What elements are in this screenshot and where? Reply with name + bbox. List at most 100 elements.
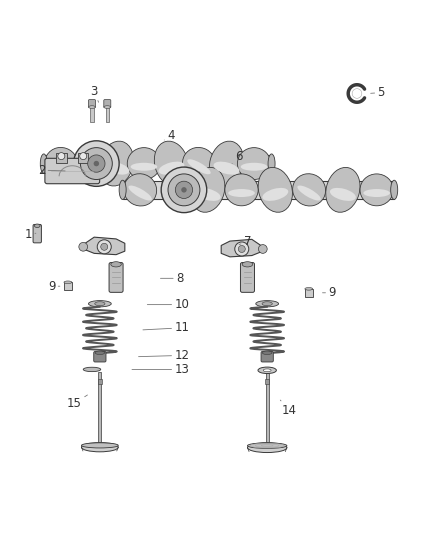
Ellipse shape — [83, 367, 101, 372]
Ellipse shape — [305, 287, 313, 290]
Text: 7: 7 — [239, 235, 251, 248]
FancyBboxPatch shape — [88, 100, 95, 108]
Ellipse shape — [258, 167, 293, 212]
Ellipse shape — [247, 443, 287, 448]
Ellipse shape — [360, 174, 393, 206]
Circle shape — [81, 148, 112, 180]
Ellipse shape — [159, 161, 184, 175]
Text: 11: 11 — [143, 321, 189, 334]
Ellipse shape — [81, 442, 118, 452]
Bar — [64, 282, 72, 290]
FancyBboxPatch shape — [261, 351, 273, 362]
Circle shape — [235, 242, 249, 256]
Text: 15: 15 — [67, 395, 88, 410]
Circle shape — [161, 167, 207, 213]
Ellipse shape — [124, 174, 157, 206]
Ellipse shape — [258, 367, 276, 374]
Ellipse shape — [103, 161, 129, 175]
Circle shape — [238, 246, 245, 253]
Ellipse shape — [128, 185, 152, 200]
Ellipse shape — [225, 174, 258, 206]
Ellipse shape — [119, 180, 126, 199]
Circle shape — [80, 152, 87, 159]
Bar — [44, 155, 272, 172]
Ellipse shape — [326, 167, 360, 212]
Text: 4: 4 — [164, 128, 175, 142]
Text: 12: 12 — [138, 349, 189, 362]
Ellipse shape — [262, 351, 272, 354]
Text: 8: 8 — [160, 272, 183, 285]
Bar — [98, 378, 102, 384]
Ellipse shape — [195, 188, 221, 201]
FancyBboxPatch shape — [240, 263, 254, 292]
Text: 2: 2 — [38, 164, 65, 176]
Ellipse shape — [127, 148, 161, 180]
FancyBboxPatch shape — [94, 351, 106, 362]
Text: 3: 3 — [91, 85, 99, 102]
Ellipse shape — [209, 141, 244, 186]
Ellipse shape — [247, 443, 287, 453]
Bar — [123, 181, 394, 199]
Circle shape — [258, 245, 267, 253]
Bar — [98, 373, 102, 449]
Ellipse shape — [214, 161, 240, 175]
Bar — [56, 153, 67, 163]
FancyBboxPatch shape — [109, 263, 123, 292]
Ellipse shape — [49, 159, 73, 174]
Circle shape — [168, 174, 200, 206]
Bar — [90, 107, 94, 122]
Ellipse shape — [95, 302, 105, 306]
Text: 10: 10 — [147, 298, 189, 311]
Ellipse shape — [262, 302, 272, 306]
Ellipse shape — [228, 189, 255, 197]
Ellipse shape — [256, 301, 279, 307]
Ellipse shape — [34, 224, 40, 228]
Circle shape — [181, 187, 187, 192]
Polygon shape — [83, 237, 125, 255]
Circle shape — [94, 161, 99, 166]
Circle shape — [79, 243, 88, 251]
Text: 9: 9 — [322, 286, 336, 300]
Bar — [305, 289, 313, 297]
Bar — [265, 378, 269, 384]
Text: 1: 1 — [25, 228, 36, 241]
Polygon shape — [221, 239, 263, 257]
Text: 9: 9 — [48, 280, 60, 293]
Ellipse shape — [330, 188, 356, 201]
Ellipse shape — [40, 154, 47, 173]
Text: 14: 14 — [280, 400, 297, 417]
Ellipse shape — [95, 351, 105, 354]
Ellipse shape — [183, 148, 215, 180]
Circle shape — [58, 152, 65, 159]
FancyBboxPatch shape — [45, 158, 100, 184]
Bar — [78, 153, 88, 163]
Ellipse shape — [241, 163, 267, 171]
Ellipse shape — [104, 106, 111, 108]
Ellipse shape — [64, 281, 72, 284]
Ellipse shape — [364, 189, 390, 197]
Bar — [106, 107, 109, 122]
Ellipse shape — [237, 148, 271, 180]
Ellipse shape — [297, 185, 321, 200]
Ellipse shape — [268, 154, 275, 173]
Circle shape — [88, 155, 105, 172]
Text: 6: 6 — [232, 150, 243, 164]
Ellipse shape — [242, 262, 253, 267]
Bar — [265, 373, 268, 449]
Ellipse shape — [131, 163, 157, 171]
Ellipse shape — [262, 188, 288, 201]
Ellipse shape — [81, 443, 118, 448]
Ellipse shape — [154, 141, 189, 186]
Text: 5: 5 — [371, 86, 385, 99]
Ellipse shape — [111, 262, 121, 267]
FancyBboxPatch shape — [33, 224, 41, 243]
Ellipse shape — [293, 174, 325, 206]
Text: 13: 13 — [132, 363, 189, 376]
Ellipse shape — [45, 148, 78, 180]
Ellipse shape — [99, 141, 134, 186]
Ellipse shape — [88, 301, 111, 307]
Circle shape — [74, 141, 119, 187]
FancyBboxPatch shape — [104, 100, 111, 108]
Circle shape — [175, 181, 193, 198]
Ellipse shape — [263, 369, 271, 372]
